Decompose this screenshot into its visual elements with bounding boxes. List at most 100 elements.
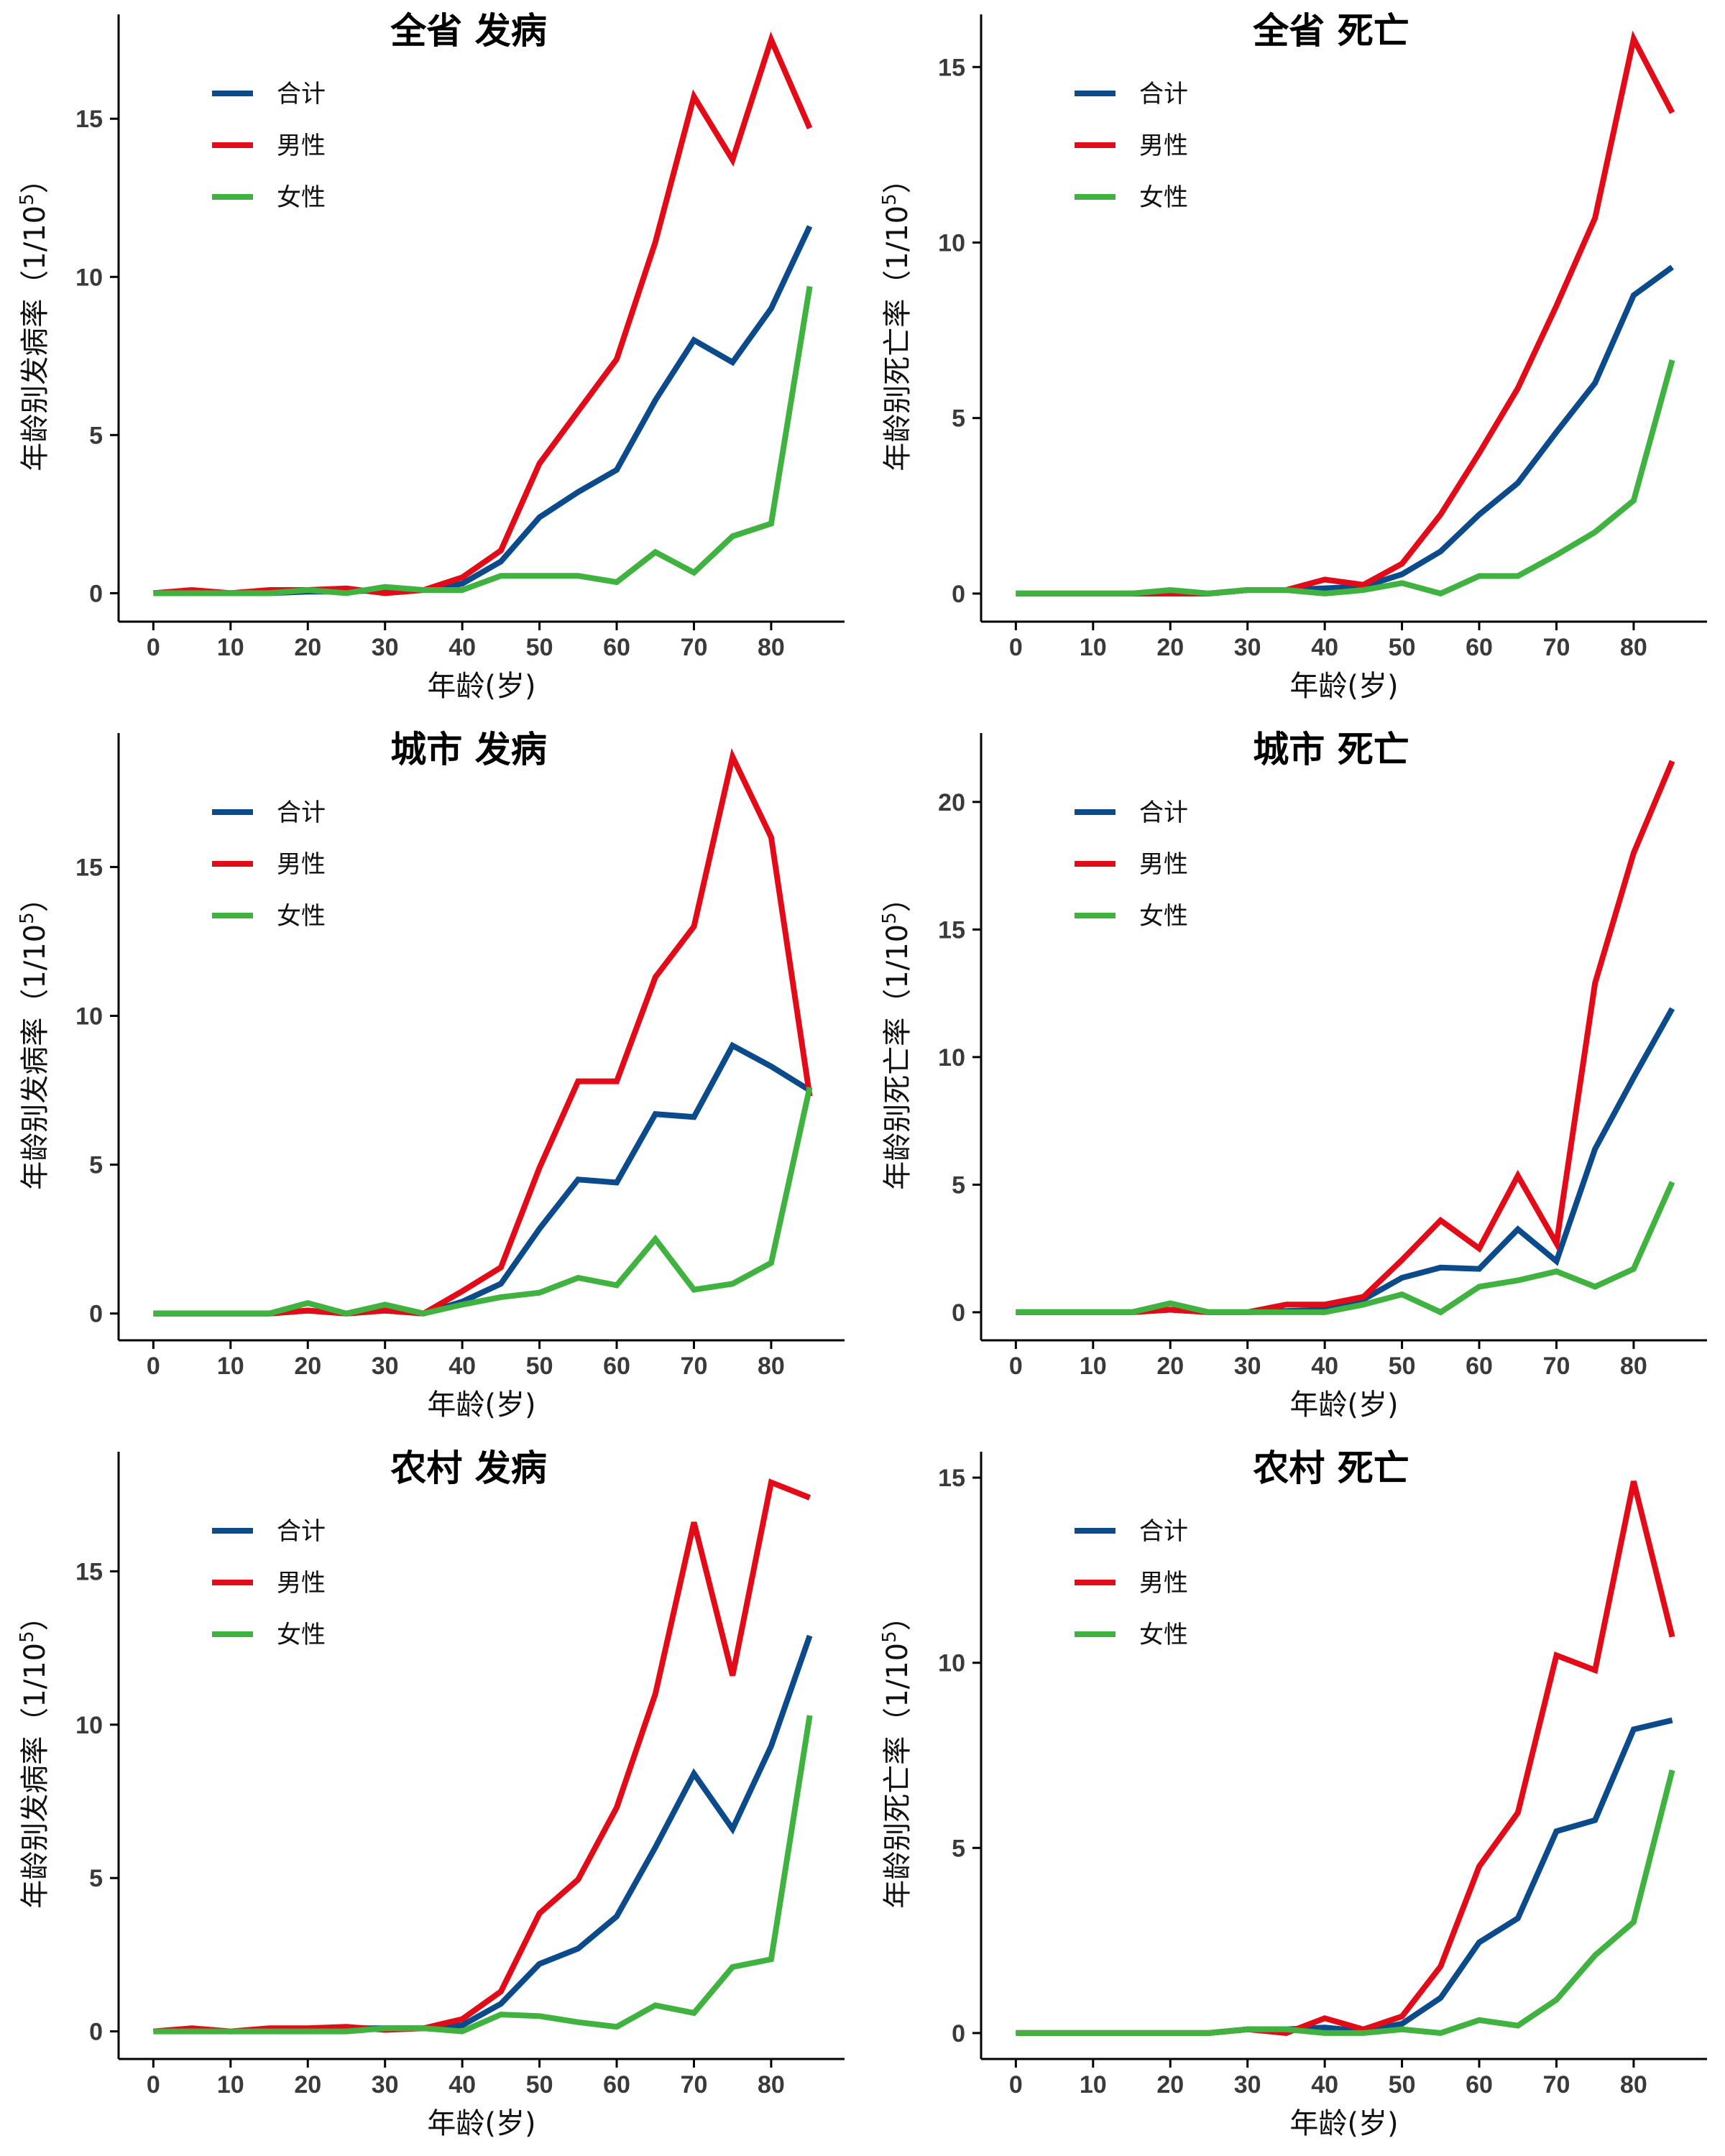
legend-label-male: 男性 — [1139, 1569, 1188, 1598]
x-tick-label: 0 — [1009, 1353, 1023, 1380]
x-tick-label: 40 — [448, 1353, 476, 1380]
y-tick-label: 10 — [938, 229, 965, 257]
y-tick-label: 15 — [938, 916, 965, 944]
x-tick-label: 50 — [526, 634, 553, 661]
x-tick-label: 10 — [1080, 1353, 1107, 1380]
chart-panel-6: 农村 死亡 0 10 20 30 40 50 60 70 80 0 5 10 15 年龄(岁) 年龄别死亡率（… — [862, 1437, 1725, 2156]
series-line-total — [1016, 1007, 1675, 1315]
x-tick-label: 70 — [681, 1353, 708, 1380]
y-tick-label: 5 — [952, 1835, 965, 1862]
legend-label-male: 男性 — [277, 850, 326, 879]
x-tick-label: 20 — [1156, 2071, 1184, 2099]
x-tick-label: 80 — [758, 2071, 785, 2099]
chart-title: 农村 发病 — [390, 1447, 546, 1489]
legend-label-total: 合计 — [277, 1517, 326, 1546]
series-line-male — [153, 31, 813, 596]
chart-title: 全省 发病 — [390, 9, 546, 52]
x-tick-label: 30 — [1234, 634, 1261, 661]
x-tick-label: 50 — [1389, 2071, 1416, 2099]
legend-label-male: 男性 — [1139, 850, 1188, 879]
legend-label-male: 男性 — [1139, 132, 1188, 160]
chart-title: 城市 发病 — [390, 728, 546, 770]
legend-label-female: 女性 — [277, 902, 326, 931]
series-line-male — [153, 1478, 811, 2035]
x-tick-label: 60 — [1466, 2071, 1493, 2099]
y-tick-label: 15 — [75, 1558, 103, 1585]
x-tick-label: 70 — [681, 634, 708, 661]
x-tick-label: 20 — [294, 1353, 321, 1380]
x-tick-label: 60 — [1466, 634, 1493, 661]
y-tick-label: 0 — [952, 581, 965, 608]
series-line-total — [153, 1634, 813, 2035]
x-tick-label: 30 — [1234, 2071, 1261, 2099]
x-tick-label: 10 — [1080, 634, 1107, 661]
x-tick-label: 50 — [526, 2071, 553, 2099]
y-tick-label: 0 — [952, 1299, 965, 1327]
y-tick-label: 15 — [938, 54, 965, 81]
y-tick-label: 10 — [75, 264, 103, 291]
y-axis-label: 年龄别死亡率（1/105） — [879, 883, 914, 1189]
y-axis-label: 年龄别死亡率（1/105） — [879, 1602, 914, 1908]
x-tick-label: 10 — [217, 2071, 244, 2099]
chart-svg: 农村 发病 0 10 20 30 40 50 60 70 80 0 5 10 15 年龄(岁) 年龄别发病率（… — [17, 1447, 845, 2140]
x-tick-label: 30 — [372, 1353, 399, 1380]
y-tick-label: 15 — [75, 854, 103, 881]
x-tick-label: 40 — [1311, 634, 1338, 661]
series-line-male — [1016, 30, 1675, 596]
x-tick-label: 20 — [294, 634, 321, 661]
chart-title: 城市 死亡 — [1253, 728, 1409, 770]
y-axis-label: 年龄别发病率（1/105） — [17, 1602, 52, 1908]
x-tick-label: 30 — [372, 634, 399, 661]
chart-svg: 农村 死亡 0 10 20 30 40 50 60 70 80 0 5 10 15 年龄(岁) 年龄别死亡率（… — [879, 1447, 1707, 2140]
y-tick-label: 15 — [75, 106, 103, 133]
y-tick-label: 10 — [938, 1650, 965, 1677]
x-tick-label: 0 — [147, 2071, 160, 2099]
y-tick-label: 10 — [938, 1044, 965, 1072]
x-axis-label: 年龄(岁) — [1289, 2107, 1398, 2140]
chart-svg: 城市 发病 0 10 20 30 40 50 60 70 80 0 5 10 15 年龄(岁) 年龄别发病率（… — [17, 728, 845, 1422]
x-tick-label: 80 — [1620, 1353, 1647, 1380]
x-tick-label: 40 — [448, 634, 476, 661]
chart-panel-5: 农村 发病 0 10 20 30 40 50 60 70 80 0 5 10 15 年龄(岁) 年龄别发病率（… — [0, 1437, 862, 2156]
chart-panel-3: 城市 发病 0 10 20 30 40 50 60 70 80 0 5 10 15 年龄(岁) 年龄别发病率（… — [0, 719, 862, 1437]
series-line-female — [1016, 1769, 1675, 2036]
x-tick-label: 10 — [217, 1353, 244, 1380]
x-tick-label: 50 — [1389, 1353, 1416, 1380]
chart-panel-1: 全省 发病 0 10 20 30 40 50 60 70 80 0 5 10 15 年龄(岁) 年龄别发病率（… — [0, 0, 862, 719]
x-tick-label: 70 — [1543, 634, 1570, 661]
x-tick-label: 40 — [1311, 2071, 1338, 2099]
y-tick-label: 10 — [75, 1003, 103, 1031]
series-line-female — [1016, 1181, 1675, 1316]
x-axis-label: 年龄(岁) — [427, 2107, 535, 2140]
x-tick-label: 50 — [1389, 634, 1416, 661]
series-line-male — [1016, 760, 1675, 1315]
x-axis-label: 年龄(岁) — [1289, 1388, 1398, 1422]
y-tick-label: 10 — [75, 1712, 103, 1739]
legend-label-female: 女性 — [1139, 183, 1188, 212]
x-tick-label: 60 — [603, 634, 630, 661]
chart-svg: 全省 死亡 0 10 20 30 40 50 60 70 80 0 5 10 15 年龄(岁) 年龄别死亡率（… — [879, 9, 1707, 703]
x-tick-label: 40 — [1311, 1353, 1338, 1380]
y-axis-label: 年龄别死亡率（1/105） — [879, 165, 914, 471]
legend-label-male: 男性 — [277, 132, 326, 160]
y-tick-label: 0 — [89, 2019, 103, 2046]
x-tick-label: 10 — [1080, 2071, 1107, 2099]
legend-label-female: 女性 — [1139, 1621, 1188, 1649]
x-tick-label: 30 — [1234, 1353, 1261, 1380]
legend-label-total: 合计 — [1139, 798, 1188, 827]
x-tick-label: 60 — [603, 1353, 630, 1380]
x-axis-label: 年龄(岁) — [427, 1388, 535, 1422]
y-axis-label: 年龄别发病率（1/105） — [17, 165, 52, 471]
x-tick-label: 80 — [758, 1353, 785, 1380]
x-axis-label: 年龄(岁) — [427, 670, 535, 703]
x-tick-label: 0 — [147, 634, 160, 661]
y-tick-label: 20 — [938, 789, 965, 816]
legend-label-total: 合计 — [277, 80, 326, 109]
x-tick-label: 0 — [147, 1353, 160, 1380]
y-tick-label: 5 — [952, 405, 965, 433]
x-tick-label: 20 — [294, 2071, 321, 2099]
x-tick-label: 70 — [1543, 2071, 1570, 2099]
